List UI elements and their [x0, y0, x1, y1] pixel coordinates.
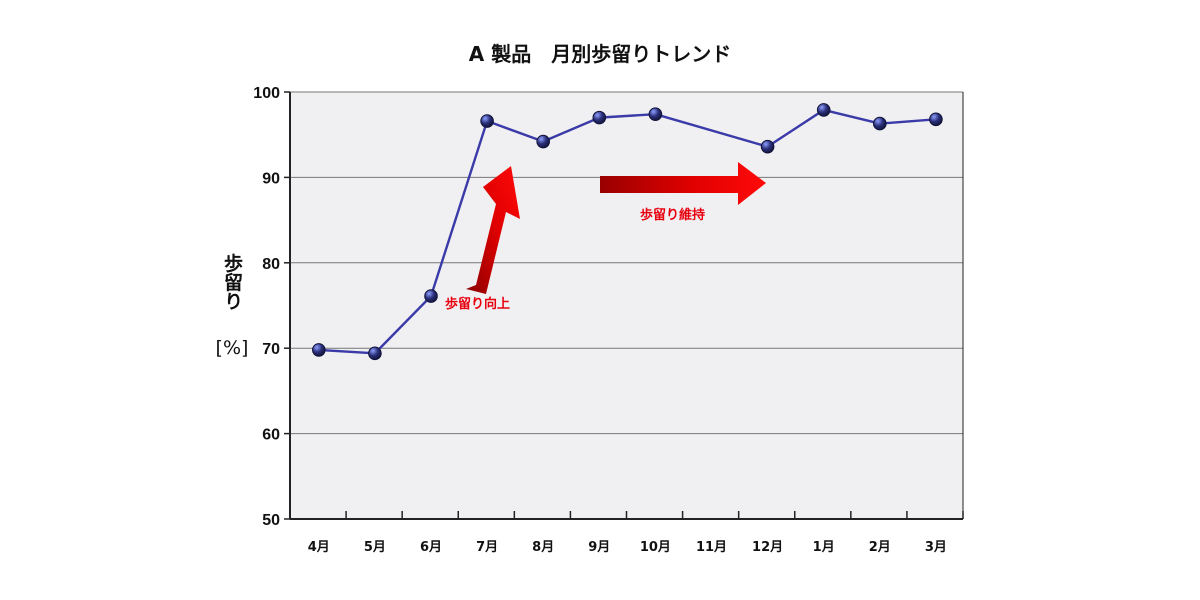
- improvement-arrow: [466, 166, 520, 294]
- x-tick-label: 5月: [364, 540, 386, 555]
- x-tick-label: 4月: [308, 540, 330, 555]
- maintenance-arrow: [600, 162, 766, 205]
- x-tick-label: 3月: [925, 540, 947, 555]
- data-point: [648, 107, 663, 122]
- data-point: [760, 139, 775, 154]
- y-axis-label: 歩留り: [221, 252, 243, 310]
- annotation-label: 歩留り向上: [445, 296, 510, 312]
- data-point: [536, 134, 551, 149]
- x-tick-label: 9月: [588, 540, 610, 555]
- data-point: [816, 103, 831, 117]
- data-point: [873, 116, 887, 131]
- x-tick-label: 7月: [476, 540, 498, 555]
- y-tick-label: 100: [253, 85, 280, 102]
- y-tick-label: 50: [262, 512, 280, 529]
- y-tick-label: 80: [262, 256, 280, 273]
- data-point: [312, 343, 326, 357]
- data-point: [929, 112, 943, 127]
- x-tick-label: 10月: [640, 540, 671, 555]
- data-point: [592, 110, 607, 125]
- y-tick-label: 60: [262, 427, 280, 444]
- chart-title: A 製品 月別歩留りトレンド: [469, 42, 731, 66]
- plot-area: [290, 92, 963, 519]
- y-axis-unit: [%]: [216, 337, 249, 359]
- y-tick-label: 70: [262, 341, 280, 358]
- x-tick-label: 12月: [752, 540, 783, 555]
- x-tick-label: 11月: [696, 540, 727, 555]
- y-tick-label: 90: [262, 170, 280, 187]
- data-point: [368, 346, 382, 361]
- x-tick-label: 1月: [813, 540, 835, 555]
- x-tick-label: 2月: [869, 540, 891, 555]
- x-tick-label: 6月: [420, 540, 442, 555]
- x-tick-label: 8月: [532, 540, 554, 555]
- data-point: [480, 114, 494, 128]
- data-point: [424, 289, 438, 303]
- annotation-label: 歩留り維持: [640, 207, 705, 223]
